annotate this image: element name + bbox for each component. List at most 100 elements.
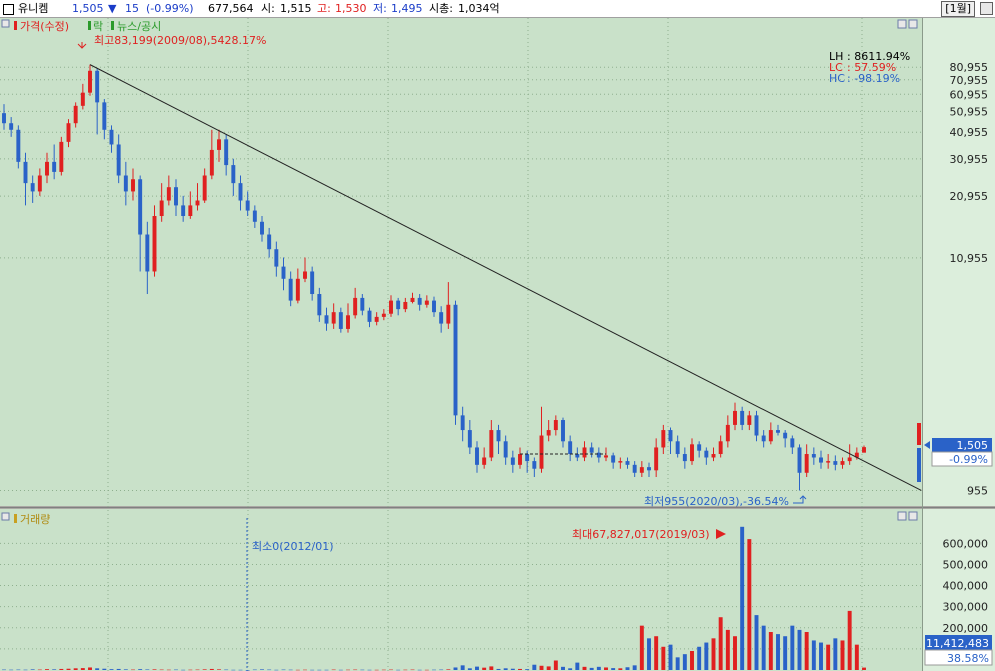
volume-bar	[367, 669, 372, 671]
current-price-tag: 1,505	[957, 439, 989, 452]
candle-body	[546, 430, 551, 436]
candle-body	[303, 271, 307, 279]
candle-body	[166, 187, 171, 201]
volume-bar	[725, 629, 730, 670]
price-panel-button[interactable]	[1, 19, 10, 28]
candle-body	[639, 467, 644, 473]
candle-body	[281, 266, 286, 279]
volume-bar	[116, 668, 121, 670]
volume-min-annotation: 최소0(2012/01)	[252, 540, 334, 553]
volume-bar	[582, 666, 587, 670]
volume-bar	[360, 669, 365, 671]
volume-bar	[66, 668, 71, 670]
candle-body	[267, 234, 272, 250]
price-legend-marker	[14, 21, 17, 30]
volume-bar	[518, 668, 522, 670]
volume-bar	[561, 666, 565, 670]
price-high-annotation: 최고83,199(2009/08),5428.17%	[94, 34, 266, 47]
candle-body	[439, 312, 444, 324]
volume-bar	[295, 669, 300, 671]
volume-bar	[568, 668, 573, 670]
candle-body	[181, 205, 186, 217]
open-value: 1,515	[280, 2, 312, 15]
volume-bar	[661, 646, 666, 670]
volume-pct-tag-bg	[924, 649, 993, 666]
menu-box[interactable]	[3, 4, 14, 15]
current-pct-tag: -0.99%	[949, 453, 988, 466]
volume-minimize-button[interactable]	[897, 511, 907, 521]
price-minimize-button[interactable]	[897, 19, 907, 29]
close-icon[interactable]	[980, 2, 993, 15]
volume-bar	[496, 668, 501, 670]
current-pct-tag-bg	[931, 451, 993, 467]
volume-panel-button[interactable]	[1, 512, 10, 521]
volume-bar	[403, 669, 408, 671]
hc-value: : -98.19%	[847, 72, 900, 85]
volume-maximize-button[interactable]	[908, 511, 918, 521]
candle-body	[417, 297, 422, 305]
period-button[interactable]: [1월]	[941, 1, 975, 17]
volume-bar	[768, 632, 773, 670]
candle-body	[539, 435, 544, 469]
volume-bar	[532, 664, 537, 670]
current-price-pointer-icon	[924, 441, 930, 449]
lh-label: LH	[829, 50, 843, 63]
candle-body	[568, 441, 573, 455]
volume-bar	[668, 644, 673, 670]
candle-body	[711, 454, 716, 458]
candle-body	[675, 441, 680, 455]
candle-body	[231, 165, 236, 184]
lc-label: LC	[829, 61, 843, 74]
candle-body	[295, 278, 300, 301]
news-legend-label: 뉴스/공시	[117, 20, 161, 33]
candle-body	[260, 221, 264, 235]
candle-body	[819, 457, 823, 463]
high-label: 고:	[317, 2, 331, 15]
volume-bar	[682, 654, 687, 670]
low-arrow-icon	[793, 495, 807, 504]
volume-tag: 11,412,483	[926, 637, 989, 650]
candlesticks	[2, 64, 866, 491]
volume-bar	[467, 668, 472, 670]
price-maximize-button[interactable]	[908, 19, 918, 29]
volume-bar	[740, 526, 745, 670]
split-legend-marker	[88, 21, 91, 30]
trendline[interactable]	[89, 64, 922, 491]
candle-body	[73, 105, 78, 124]
candle-body	[59, 141, 64, 172]
volume-bar	[381, 669, 386, 671]
lc-value: : 57.59%	[847, 61, 896, 74]
volume-bar	[138, 669, 143, 670]
volume-tick-label: 500,000	[943, 558, 989, 571]
candle-body	[862, 447, 866, 453]
candle-body	[697, 444, 702, 451]
volume-bar	[424, 669, 429, 671]
price-tick-label: 30,955	[950, 153, 989, 166]
volume-bar	[195, 669, 200, 671]
volume-bar	[188, 669, 193, 671]
price-tick-label: 50,955	[950, 105, 989, 118]
candle-body	[389, 300, 393, 314]
volume-legend-marker	[14, 514, 17, 523]
candle-body	[52, 161, 57, 172]
volume-bar	[833, 638, 838, 670]
volume-bar	[675, 657, 680, 670]
volume-bar	[747, 539, 752, 670]
candle-body	[467, 430, 472, 448]
candle-body	[783, 432, 788, 439]
price-tick-label: 80,955	[950, 61, 989, 74]
candle-body	[317, 294, 322, 316]
volume-bar	[847, 610, 852, 670]
candle-body	[367, 310, 372, 322]
candle-body	[238, 183, 243, 201]
volume-bar	[209, 668, 214, 670]
volume-bar	[181, 669, 186, 671]
candle-body	[145, 234, 150, 272]
volume-bar	[446, 669, 451, 670]
candle-body	[310, 271, 315, 295]
candle-body	[503, 441, 508, 458]
volume-bar	[260, 669, 264, 670]
candle-body	[833, 461, 838, 465]
